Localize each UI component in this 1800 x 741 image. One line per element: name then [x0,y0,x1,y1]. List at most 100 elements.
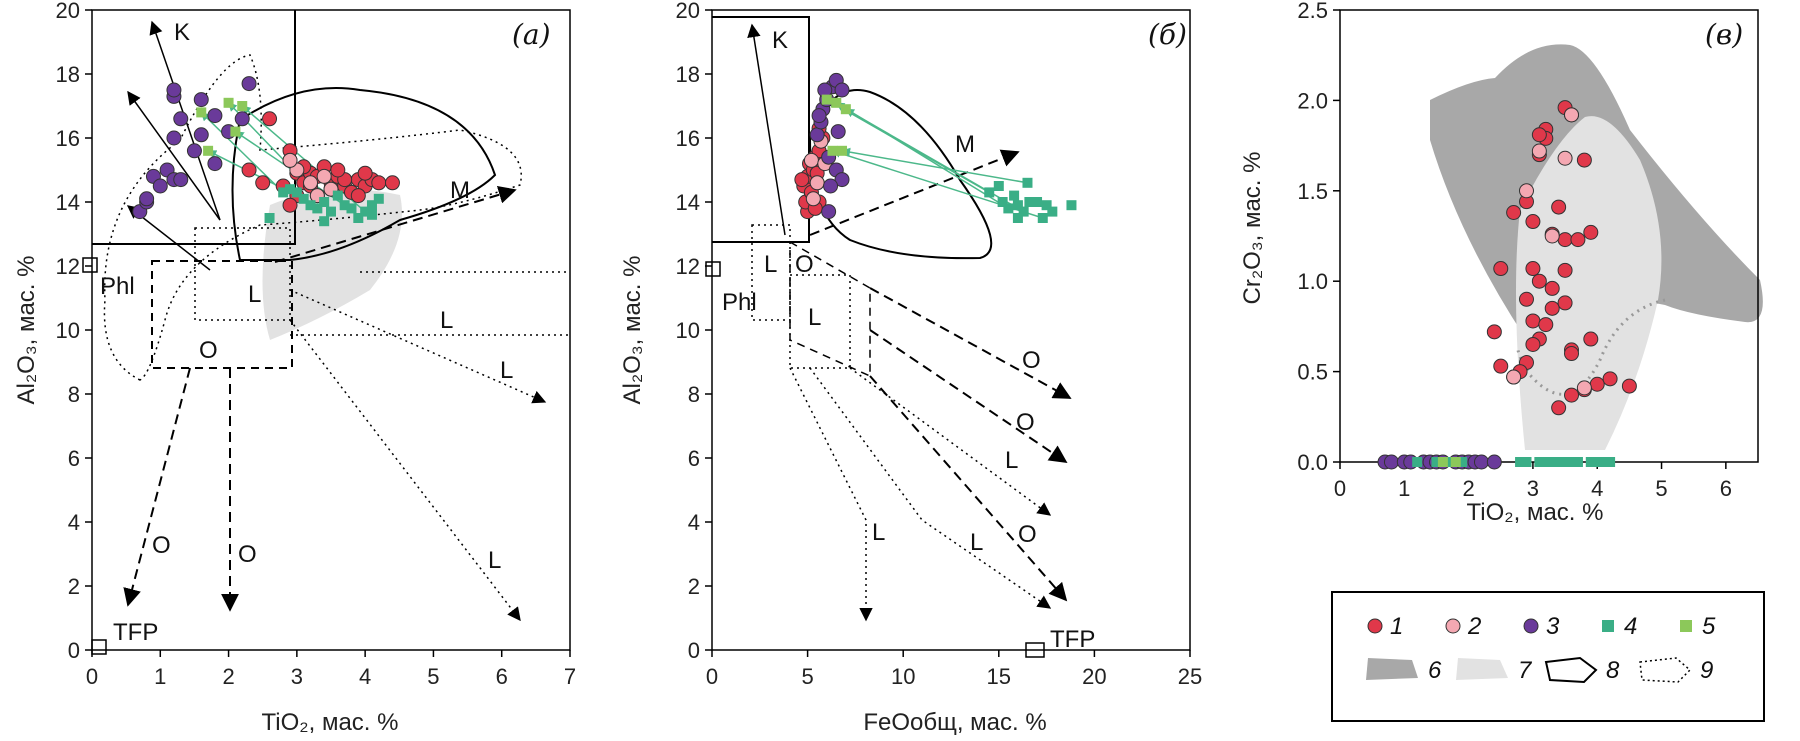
legend-label-4: 4 [1624,613,1637,640]
series-1-point [371,175,387,191]
series-4-point [1547,457,1558,467]
series-4-point [319,216,330,227]
panel-c-tag: (в) [1705,18,1743,51]
series-1-point [1602,371,1618,387]
series-3-point [166,130,182,146]
series-1-point [1576,152,1592,168]
series-4-point [326,206,336,217]
panel-b-label-o1: O [795,251,814,278]
panel-b-ylabel: Al₂O₃, мас. % [619,256,646,405]
legend-symbol-6 [1366,658,1418,680]
legend-symbol-4 [1602,620,1614,632]
series-4-point [1521,457,1532,467]
panel-b-label-o3: O [1016,409,1035,436]
x-tick-label: 15 [987,664,1011,689]
x-tick-label: 0 [1334,476,1346,501]
panel-b-label-l4: L [970,529,983,556]
panel-b-phl-box [705,261,721,277]
series-2-point [282,152,298,168]
series-4-point [1457,457,1468,467]
panel-1-frame [711,9,1191,651]
legend-label-6: 6 [1428,657,1442,684]
y-tick-label: 10 [676,318,700,343]
series-3-point [173,111,189,127]
x-tick-label: 5 [1655,476,1667,501]
x-tick-label: 3 [291,664,303,689]
series-4-point [366,200,377,211]
series-3-point [823,178,839,194]
series-3-point [830,124,846,140]
series-1-point [794,172,810,188]
series-4-point [1012,200,1023,211]
series-5-point [1437,457,1448,467]
panel-b-label-l3: L [1005,447,1018,474]
panel-b-l-arrow-1 [849,367,1052,516]
series-4-point [1540,457,1551,467]
series-3-point [821,204,837,220]
y-tick-label: 0 [688,638,700,663]
panel-a-l-arrow-2 [289,319,521,622]
series-5-point [237,101,248,111]
series-1-point [1525,214,1541,230]
series-2-point [1557,150,1573,166]
series-1-point [1493,261,1509,277]
x-tick-label: 5 [801,664,813,689]
series-1-point [1589,376,1605,392]
series-4-point [1444,457,1455,467]
series-4-point [1012,213,1023,223]
panel-a-label-o2: O [152,532,171,559]
series-1-point [384,175,400,191]
y-tick-label: 20 [56,0,80,23]
legend-label-9: 9 [1700,657,1713,684]
legend-label-3: 3 [1546,613,1560,640]
y-tick-label: 1.5 [1297,179,1328,204]
y-tick-label: 6 [68,446,80,471]
series-4-point [1534,457,1545,467]
y-tick-label: 0.5 [1297,360,1328,385]
panel-b-o-arrow-3 [869,375,1068,602]
series-3-point [166,82,182,98]
series-4-point [319,197,330,207]
y-tick-label: 18 [56,62,80,87]
series-4-point [1412,457,1423,467]
series-4-point [1560,457,1571,467]
series-4-point [339,200,350,211]
x-tick-label: 10 [891,664,915,689]
series-1-point [1551,199,1567,215]
series-4-point [1037,213,1048,223]
composition-arrow [200,111,284,193]
series-3-point [207,156,223,172]
panel-a-tag: (а) [512,18,551,51]
panel-b-l-arrow-2 [809,367,1052,609]
y-tick-label: 16 [56,126,80,151]
y-tick-label: 18 [676,62,700,87]
series-1-point [1531,127,1547,143]
series-1-point [1564,387,1580,403]
x-tick-label: 1 [1398,476,1410,501]
panel-b-label-tfp: TFP [1050,626,1095,653]
series-4-point [997,197,1008,207]
panel-b-m-arrow [809,149,1020,236]
panel-a-label-l2: L [440,307,453,334]
series-4-point [1553,457,1564,467]
panel-a: Phl TFP K M L L L L O O O (а) [82,10,570,655]
y-tick-label: 12 [676,254,700,279]
series-3-point [193,92,209,108]
series-2-point [1576,380,1592,396]
series-1-point [1525,313,1541,329]
data-points [132,72,1637,470]
panel-b-solid-outline [808,89,993,260]
panel-a-label-tfp: TFP [113,619,158,646]
composition-arrow [841,147,1028,184]
panel-a-o-field [151,260,293,369]
series-1-point [1544,300,1560,316]
y-tick-label: 2 [68,574,80,599]
series-4-point [1066,200,1077,211]
series-3-point [207,108,223,124]
series-4-point [1041,200,1052,211]
series-5-point [223,97,234,108]
panel-a-tfp-box [91,639,107,655]
series-1-point [1544,280,1560,296]
series-4-point [332,190,343,201]
